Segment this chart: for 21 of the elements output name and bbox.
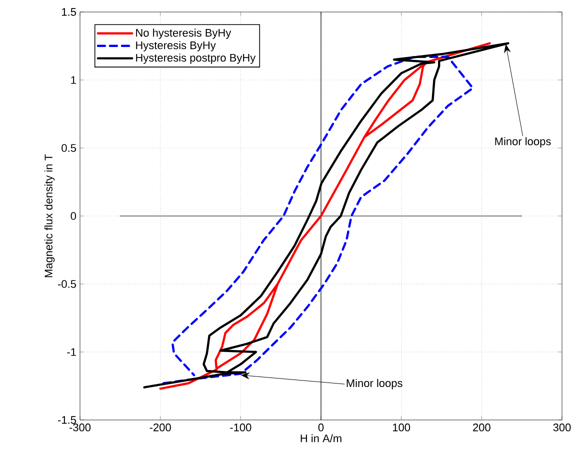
y-tick-label: -0.5 [58,280,76,288]
annotation: Minor loops [346,378,402,390]
x-tick-label: -300 [69,424,91,432]
x-tick-label: 200 [473,424,490,432]
y-tick-label: -1.5 [58,416,76,424]
legend-label: Hysteresis ByHy [136,41,216,52]
y-tick-label: 1.5 [62,8,76,16]
x-axis-title: H in A/m [300,434,342,442]
y-tick-label: -1 [67,348,76,356]
y-tick-label: 0 [70,212,76,220]
annotation: Minor loops [495,137,551,148]
legend-label: Hysteresis postpro ByHy [136,54,256,64]
y-tick-label: 0.5 [62,144,76,152]
x-tick-label: 100 [392,424,410,432]
x-tick-label: -200 [150,424,171,432]
y-tick-label: 1 [71,76,76,84]
x-tick-label: 0 [318,424,324,432]
x-tick-label: 300 [553,424,571,432]
y-axis-title: Magnetic flux density in T [44,154,55,278]
legend-label: No hysteresis ByHy [136,28,232,39]
x-tick-label: -100 [230,424,252,432]
